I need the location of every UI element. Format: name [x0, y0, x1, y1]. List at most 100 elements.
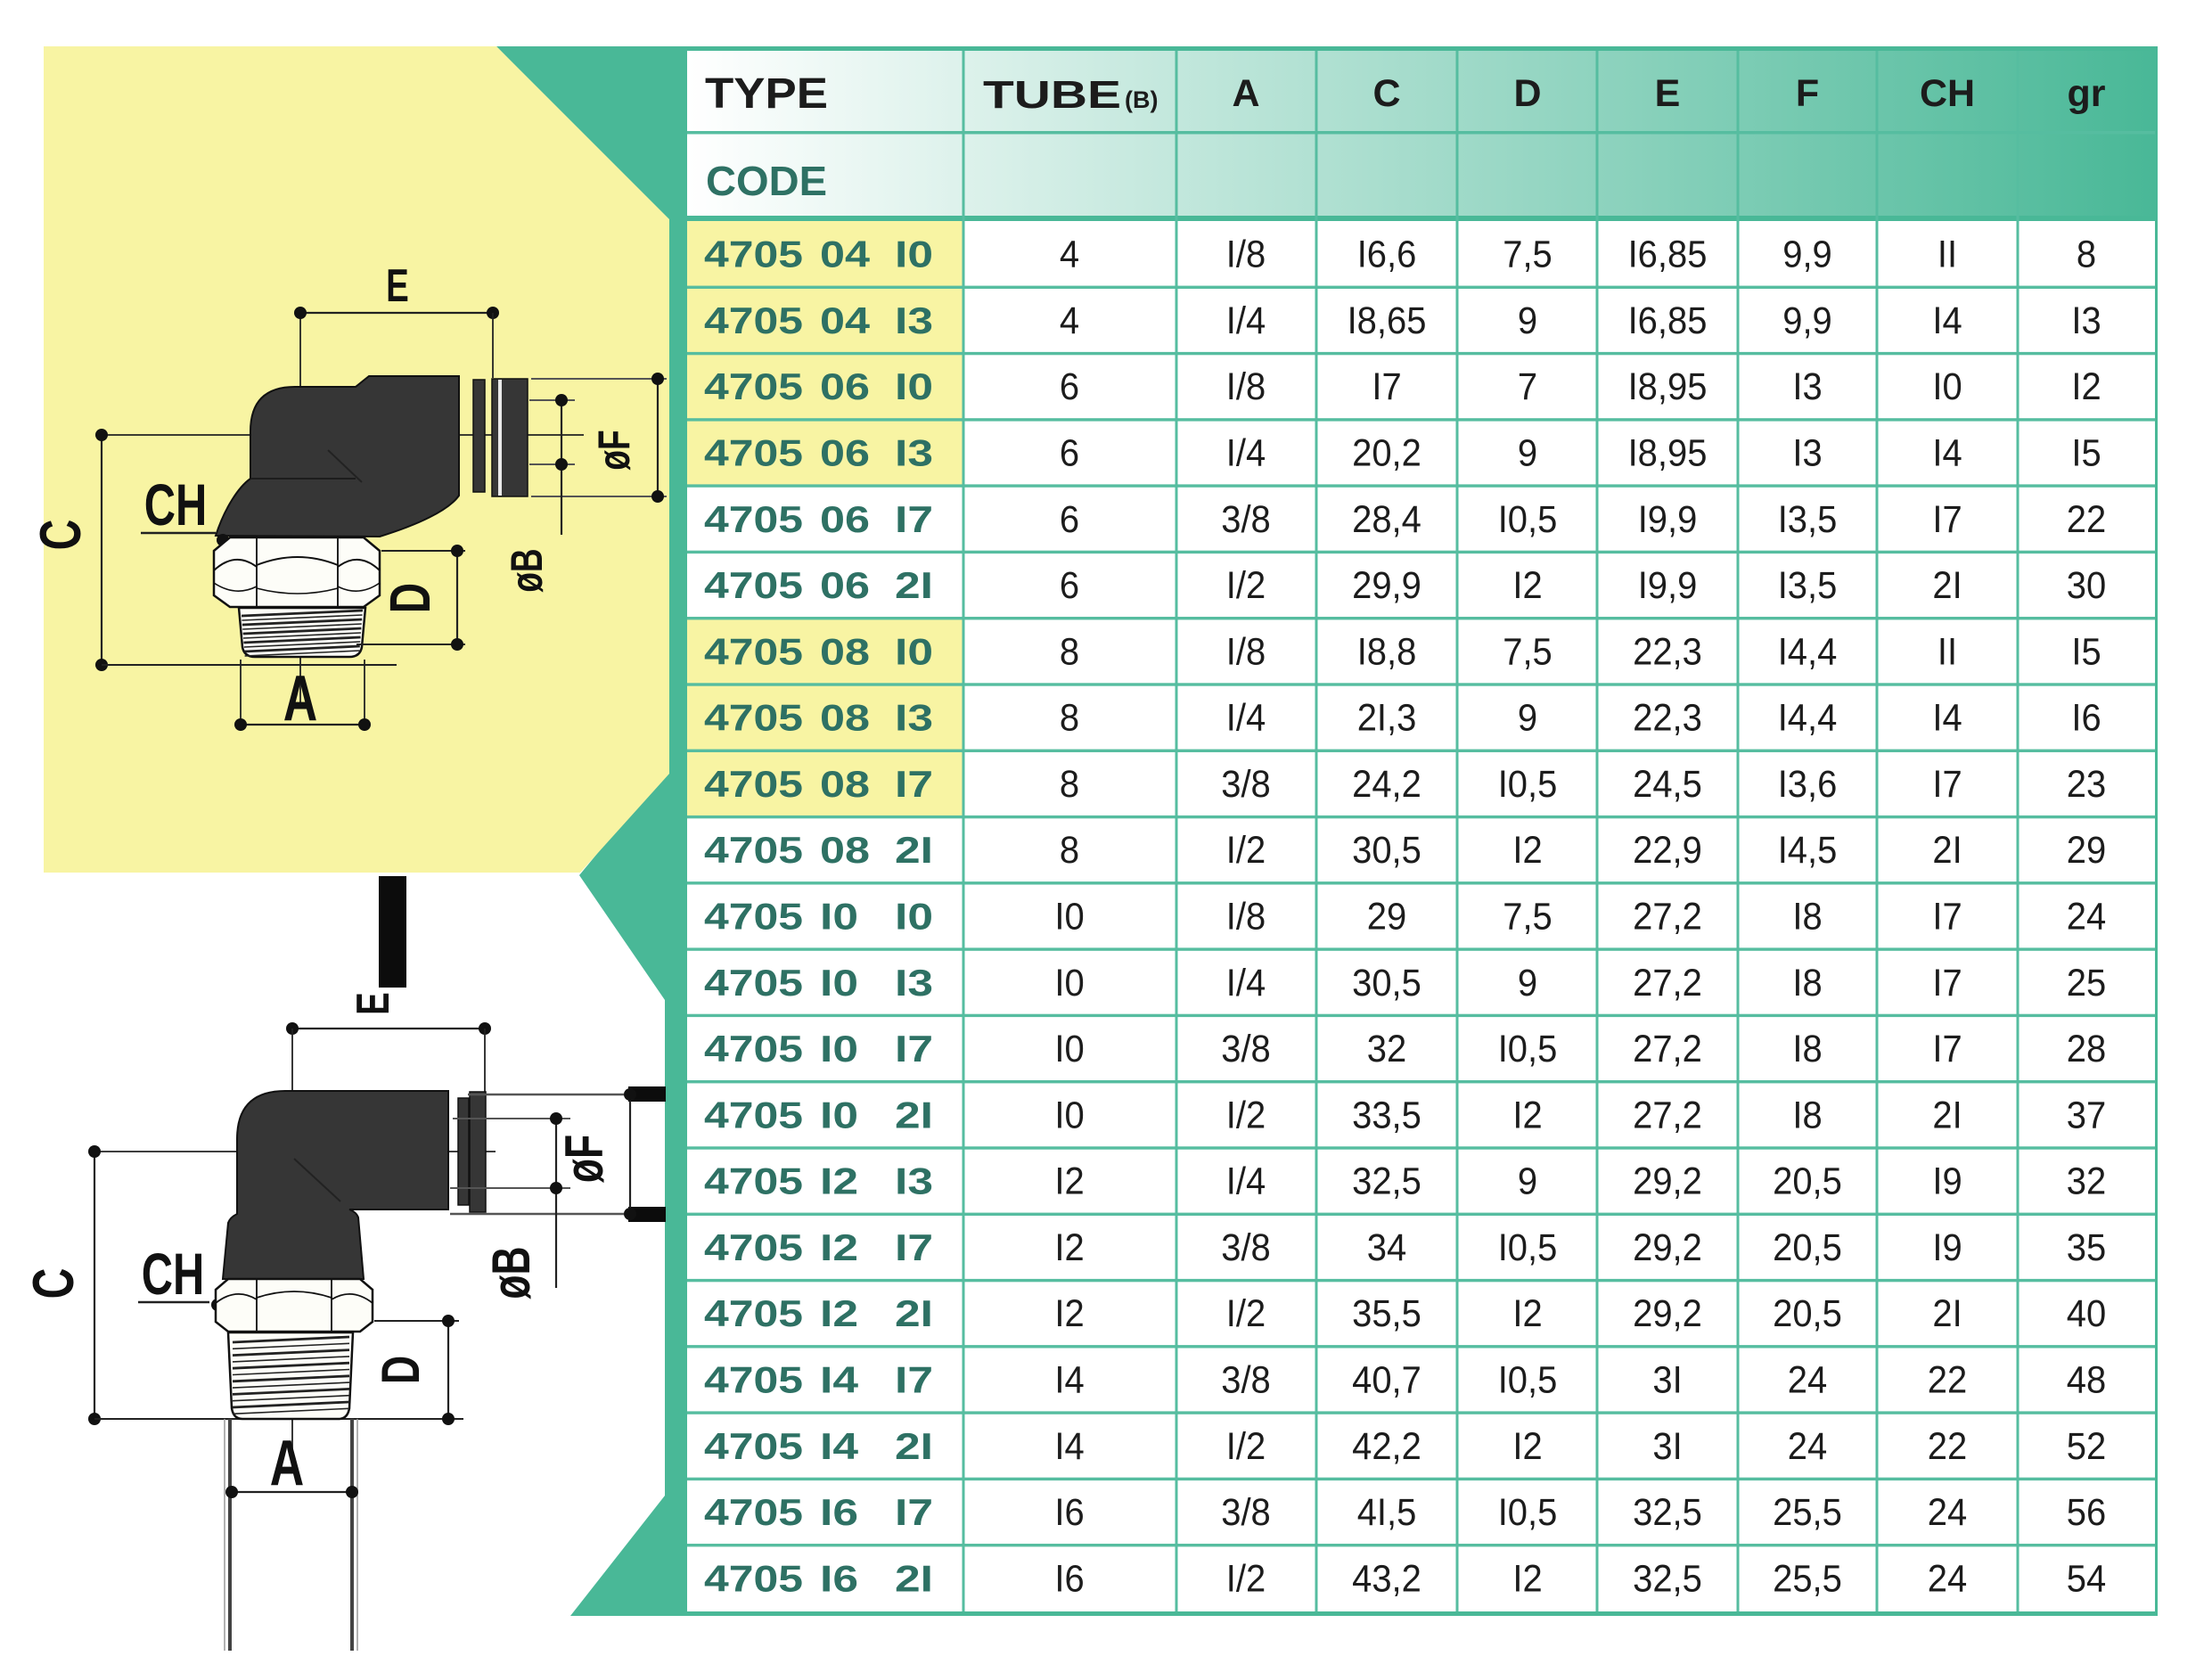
svg-text:2I: 2I — [895, 1094, 933, 1135]
svg-text:II: II — [1938, 630, 1957, 672]
svg-text:I8: I8 — [1792, 962, 1822, 1004]
svg-text:20,5: 20,5 — [1773, 1160, 1842, 1201]
svg-text:9: 9 — [1518, 962, 1537, 1004]
svg-text:I0,5: I0,5 — [1498, 1491, 1558, 1533]
svg-text:C: C — [29, 520, 94, 551]
svg-text:I2: I2 — [1054, 1160, 1084, 1201]
svg-text:I3: I3 — [2071, 299, 2101, 341]
svg-text:I6,85: I6,85 — [1628, 299, 1708, 341]
svg-text:I5: I5 — [2071, 431, 2101, 473]
svg-text:I7: I7 — [1932, 895, 1962, 937]
svg-text:I2: I2 — [1512, 1292, 1542, 1334]
svg-text:E: E — [347, 992, 398, 1015]
svg-text:4705: 4705 — [704, 498, 803, 540]
svg-text:I2: I2 — [1512, 829, 1542, 871]
svg-text:I3: I3 — [895, 962, 933, 1004]
svg-text:I0,5: I0,5 — [1498, 1226, 1558, 1268]
svg-text:I5: I5 — [2071, 630, 2101, 672]
svg-text:I/8: I/8 — [1226, 365, 1266, 407]
svg-text:I9,9: I9,9 — [1638, 564, 1698, 606]
svg-text:I8: I8 — [1792, 895, 1822, 937]
svg-text:I8: I8 — [1792, 1028, 1822, 1070]
svg-text:32,5: 32,5 — [1633, 1557, 1702, 1599]
svg-text:I6: I6 — [2071, 696, 2101, 738]
svg-text:I4,5: I4,5 — [1778, 829, 1838, 871]
svg-text:9: 9 — [1518, 431, 1537, 473]
svg-text:7: 7 — [1518, 365, 1537, 407]
svg-text:I0,5: I0,5 — [1498, 763, 1558, 805]
svg-text:34: 34 — [1367, 1226, 1406, 1268]
svg-text:I/4: I/4 — [1226, 431, 1266, 473]
svg-text:4705: 4705 — [704, 829, 803, 871]
svg-text:20,5: 20,5 — [1773, 1226, 1842, 1268]
svg-text:øF: øF — [555, 1135, 615, 1183]
svg-text:I7: I7 — [1932, 1028, 1962, 1070]
svg-text:I/8: I/8 — [1226, 233, 1266, 275]
svg-text:4705: 4705 — [704, 299, 803, 341]
svg-text:4705: 4705 — [704, 1028, 803, 1070]
svg-text:22: 22 — [2067, 498, 2106, 540]
svg-text:D: D — [372, 1356, 431, 1384]
svg-text:I0: I0 — [1054, 962, 1084, 1004]
svg-text:3/8: 3/8 — [1221, 763, 1271, 805]
svg-text:I7: I7 — [895, 1359, 933, 1401]
svg-text:F: F — [1796, 72, 1819, 115]
svg-text:I4: I4 — [820, 1425, 859, 1467]
svg-text:27,2: 27,2 — [1633, 1028, 1702, 1070]
svg-text:I3: I3 — [1792, 365, 1822, 407]
svg-text:7,5: 7,5 — [1503, 895, 1552, 937]
svg-text:08: 08 — [820, 697, 870, 739]
svg-text:37: 37 — [2067, 1094, 2106, 1135]
svg-text:I0: I0 — [820, 1028, 858, 1070]
svg-text:2I: 2I — [895, 1292, 933, 1334]
svg-text:I0: I0 — [1054, 895, 1084, 937]
svg-text:29,9: 29,9 — [1352, 564, 1421, 606]
svg-text:3I: 3I — [1652, 1425, 1682, 1467]
svg-text:I2: I2 — [1512, 1557, 1542, 1599]
svg-text:2I: 2I — [1932, 1292, 1962, 1334]
svg-text:32,5: 32,5 — [1352, 1160, 1421, 1201]
svg-text:A: A — [270, 1428, 304, 1499]
svg-text:I0,5: I0,5 — [1498, 498, 1558, 540]
svg-text:7,5: 7,5 — [1503, 630, 1552, 672]
svg-text:I/8: I/8 — [1226, 895, 1266, 937]
svg-text:4: 4 — [1060, 299, 1079, 341]
svg-text:22,9: 22,9 — [1633, 829, 1702, 871]
svg-text:3I: 3I — [1652, 1358, 1682, 1400]
svg-text:I8,8: I8,8 — [1357, 630, 1417, 672]
svg-text:4I,5: 4I,5 — [1357, 1491, 1417, 1533]
svg-text:4705: 4705 — [704, 896, 803, 938]
svg-text:4705: 4705 — [704, 564, 803, 606]
svg-text:6: 6 — [1060, 564, 1079, 606]
svg-text:I3: I3 — [895, 299, 933, 341]
svg-text:4705: 4705 — [704, 365, 803, 407]
svg-text:4: 4 — [1060, 233, 1079, 275]
svg-text:I/2: I/2 — [1226, 829, 1266, 871]
svg-text:2I: 2I — [1932, 829, 1962, 871]
svg-text:30: 30 — [2067, 564, 2106, 606]
svg-text:4705: 4705 — [704, 1094, 803, 1135]
svg-text:I7: I7 — [1372, 365, 1401, 407]
svg-text:I3: I3 — [895, 1160, 933, 1202]
svg-text:TUBE: TUBE — [983, 73, 1121, 117]
svg-text:23: 23 — [2067, 763, 2106, 805]
svg-text:2I,3: 2I,3 — [1357, 696, 1417, 738]
svg-text:52: 52 — [2067, 1425, 2106, 1467]
svg-text:40: 40 — [2067, 1292, 2106, 1334]
svg-text:I/2: I/2 — [1226, 564, 1266, 606]
svg-text:33,5: 33,5 — [1352, 1094, 1421, 1135]
svg-text:30,5: 30,5 — [1352, 962, 1421, 1004]
svg-text:I7: I7 — [1932, 763, 1962, 805]
svg-text:9,9: 9,9 — [1782, 233, 1832, 275]
svg-text:I/4: I/4 — [1226, 696, 1266, 738]
svg-text:D: D — [378, 583, 442, 613]
svg-text:4705: 4705 — [704, 763, 803, 805]
svg-text:I0: I0 — [1054, 1094, 1084, 1135]
svg-text:I2: I2 — [1512, 564, 1542, 606]
svg-text:28,4: 28,4 — [1352, 498, 1421, 540]
svg-text:4705: 4705 — [704, 1226, 803, 1268]
svg-text:25,5: 25,5 — [1773, 1491, 1842, 1533]
svg-text:I0: I0 — [895, 234, 933, 275]
svg-text:27,2: 27,2 — [1633, 1094, 1702, 1135]
svg-text:I9,9: I9,9 — [1638, 498, 1698, 540]
